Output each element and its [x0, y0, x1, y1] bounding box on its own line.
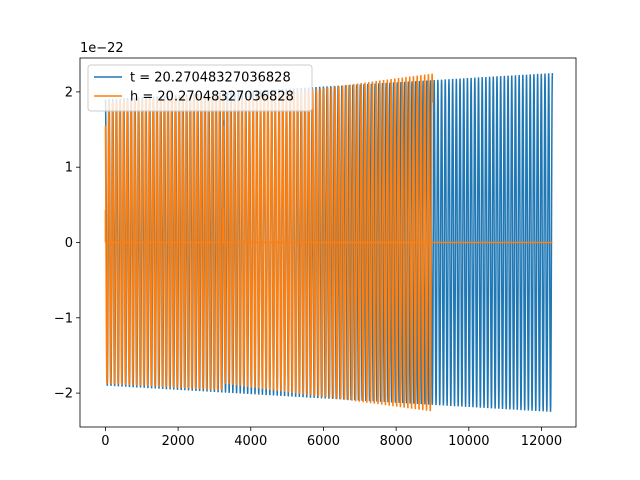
x-tick-label-3: 6000 — [307, 434, 340, 449]
x-tick-label-4: 8000 — [380, 434, 413, 449]
x-tick-label-5: 10000 — [448, 434, 489, 449]
y-axis: −2 −1 0 1 2 — [54, 85, 80, 402]
y-tick-label-0: −2 — [54, 387, 73, 402]
series-burst-1-0 — [104, 94, 225, 391]
x-axis: 0 2000 4000 6000 8000 10000 12000 — [101, 427, 562, 449]
y-tick-label-3: 1 — [65, 161, 73, 176]
x-tick-label-1: 2000 — [162, 434, 195, 449]
axes-frame — [79, 57, 577, 428]
plot-area — [104, 73, 554, 412]
y-offset-text: 1e−22 — [80, 41, 124, 56]
legend: t = 20.27048327036828 h = 20.270483270368… — [87, 64, 313, 112]
x-tick-label-2: 4000 — [234, 434, 267, 449]
x-tick-label-0: 0 — [101, 434, 109, 449]
y-tick-label-1: −1 — [54, 311, 73, 326]
y-tick-label-4: 2 — [65, 85, 73, 100]
y-tick-label-2: 0 — [65, 236, 73, 251]
x-tick-label-6: 12000 — [521, 434, 562, 449]
legend-label-0: t = 20.27048327036828 — [130, 71, 291, 86]
legend-label-1: h = 20.27048327036828 — [130, 90, 294, 105]
series-burst-1-1 — [222, 73, 434, 412]
legend-box — [87, 64, 313, 112]
series-1 — [104, 73, 553, 412]
